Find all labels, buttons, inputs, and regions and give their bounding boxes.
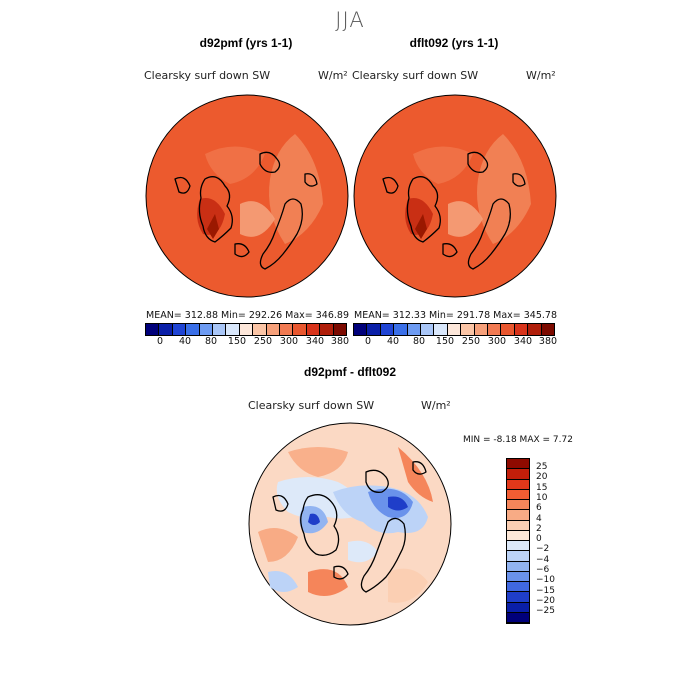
colorbar-swatch [541, 324, 555, 335]
tick-label: −4 [536, 554, 550, 565]
panel-1-map [145, 94, 349, 298]
colorbar-swatch [507, 500, 529, 511]
tick-label: 80 [204, 336, 218, 347]
tick-label: 150 [435, 336, 455, 347]
colorbar-swatch [447, 324, 462, 335]
tick-label: 150 [227, 336, 247, 347]
tick-label: −10 [536, 575, 555, 586]
panel-1-units: W/m² [318, 69, 348, 82]
colorbar-swatch [253, 324, 267, 335]
tick-label: 0 [156, 336, 164, 347]
panel-2-map [353, 94, 557, 298]
colorbar-swatch [461, 324, 475, 335]
colorbar-swatch [501, 324, 515, 335]
colorbar-swatch [421, 324, 435, 335]
colorbar-swatch [239, 324, 254, 335]
colorbar-swatch [394, 324, 408, 335]
colorbar-swatch [146, 324, 160, 335]
tick-label: 300 [279, 336, 299, 347]
colorbar-swatch [507, 592, 529, 603]
tick-label: 4 [536, 513, 542, 524]
tick-label: 340 [513, 336, 533, 347]
tick-label: 40 [386, 336, 400, 347]
colorbar-swatch [528, 324, 542, 335]
colorbar-swatch [320, 324, 334, 335]
colorbar-swatch [186, 324, 200, 335]
panel-1-stats: MEAN= 312.88 Min= 292.26 Max= 346.89 [146, 310, 350, 321]
tick-label: −20 [536, 595, 555, 606]
tick-label: 380 [538, 336, 558, 347]
panel-1-title: d92pmf (yrs 1-1) [199, 36, 293, 50]
colorbar-swatch [507, 551, 529, 562]
colorbar-swatch [333, 324, 347, 335]
tick-label: 20 [536, 472, 548, 483]
colorbar-swatch [507, 582, 529, 593]
colorbar-swatch [507, 520, 529, 531]
panel-2-colorbar [353, 323, 555, 336]
tick-label: 0 [364, 336, 372, 347]
colorbar-swatch [507, 571, 529, 582]
panel-2-variable: Clearsky surf down SW [352, 69, 479, 82]
diff-title: d92pmf - dflt092 [303, 365, 396, 379]
tick-label: 6 [536, 503, 542, 514]
diff-colorbar [506, 458, 530, 624]
tick-label: 25 [536, 462, 548, 472]
colorbar-swatch [306, 324, 321, 335]
colorbar-swatch [172, 324, 187, 335]
tick-label: 380 [330, 336, 350, 347]
tick-label: 340 [305, 336, 325, 347]
diff-stats: MIN = -8.18 MAX = 7.72 [463, 435, 573, 445]
tick-label: 2 [536, 523, 542, 534]
season-title: JJA [335, 8, 365, 32]
tick-label: −6 [536, 565, 550, 575]
tick-label: −15 [536, 585, 555, 596]
panel-2-stats: MEAN= 312.33 Min= 291.78 Max= 345.78 [354, 310, 558, 321]
diff-units: W/m² [421, 399, 451, 412]
colorbar-swatch [213, 324, 227, 335]
colorbar-swatch [293, 324, 307, 335]
tick-label: 250 [253, 336, 273, 347]
panel-1-variable: Clearsky surf down SW [144, 69, 271, 82]
colorbar-swatch [507, 459, 529, 470]
colorbar-swatch [507, 479, 529, 490]
colorbar-swatch [266, 324, 281, 335]
tick-label: 300 [487, 336, 507, 347]
tick-label: 15 [536, 482, 548, 493]
tick-label: 80 [412, 336, 426, 347]
colorbar-swatch [199, 324, 214, 335]
colorbar-swatch [280, 324, 294, 335]
colorbar-swatch [507, 541, 529, 552]
diff-variable: Clearsky surf down SW [248, 399, 375, 412]
panel-2-title: dflt092 (yrs 1-1) [409, 36, 499, 50]
colorbar-swatch [367, 324, 381, 335]
colorbar-swatch [434, 324, 448, 335]
panel-1-colorbar-labels: 0 40 80 150 250 300 340 380 [145, 336, 349, 348]
tick-label: −2 [536, 544, 550, 555]
colorbar-swatch [474, 324, 489, 335]
tick-label: −25 [536, 606, 555, 617]
panel-2-units: W/m² [526, 69, 556, 82]
colorbar-swatch [407, 324, 422, 335]
colorbar-swatch [380, 324, 395, 335]
colorbar-swatch [488, 324, 502, 335]
colorbar-swatch [507, 612, 529, 623]
colorbar-swatch [507, 510, 529, 521]
tick-label: 10 [536, 492, 548, 503]
colorbar-swatch [507, 530, 529, 541]
colorbar-swatch [226, 324, 240, 335]
colorbar-swatch [507, 469, 529, 480]
colorbar-swatch [507, 561, 529, 572]
colorbar-swatch [159, 324, 173, 335]
tick-label: 250 [461, 336, 481, 347]
diff-colorbar-labels: 25 20 15 10 6 4 2 0 −2 −4 −6 −10 −15 −20… [536, 462, 576, 622]
colorbar-swatch [514, 324, 529, 335]
diff-map [248, 422, 452, 626]
tick-label: 40 [178, 336, 192, 347]
panel-2-colorbar-labels: 0 40 80 150 250 300 340 380 [353, 336, 557, 348]
panel-1-colorbar [145, 323, 347, 336]
tick-label: 0 [536, 534, 542, 545]
colorbar-swatch [354, 324, 368, 335]
colorbar-swatch [507, 489, 529, 500]
colorbar-swatch [507, 602, 529, 613]
